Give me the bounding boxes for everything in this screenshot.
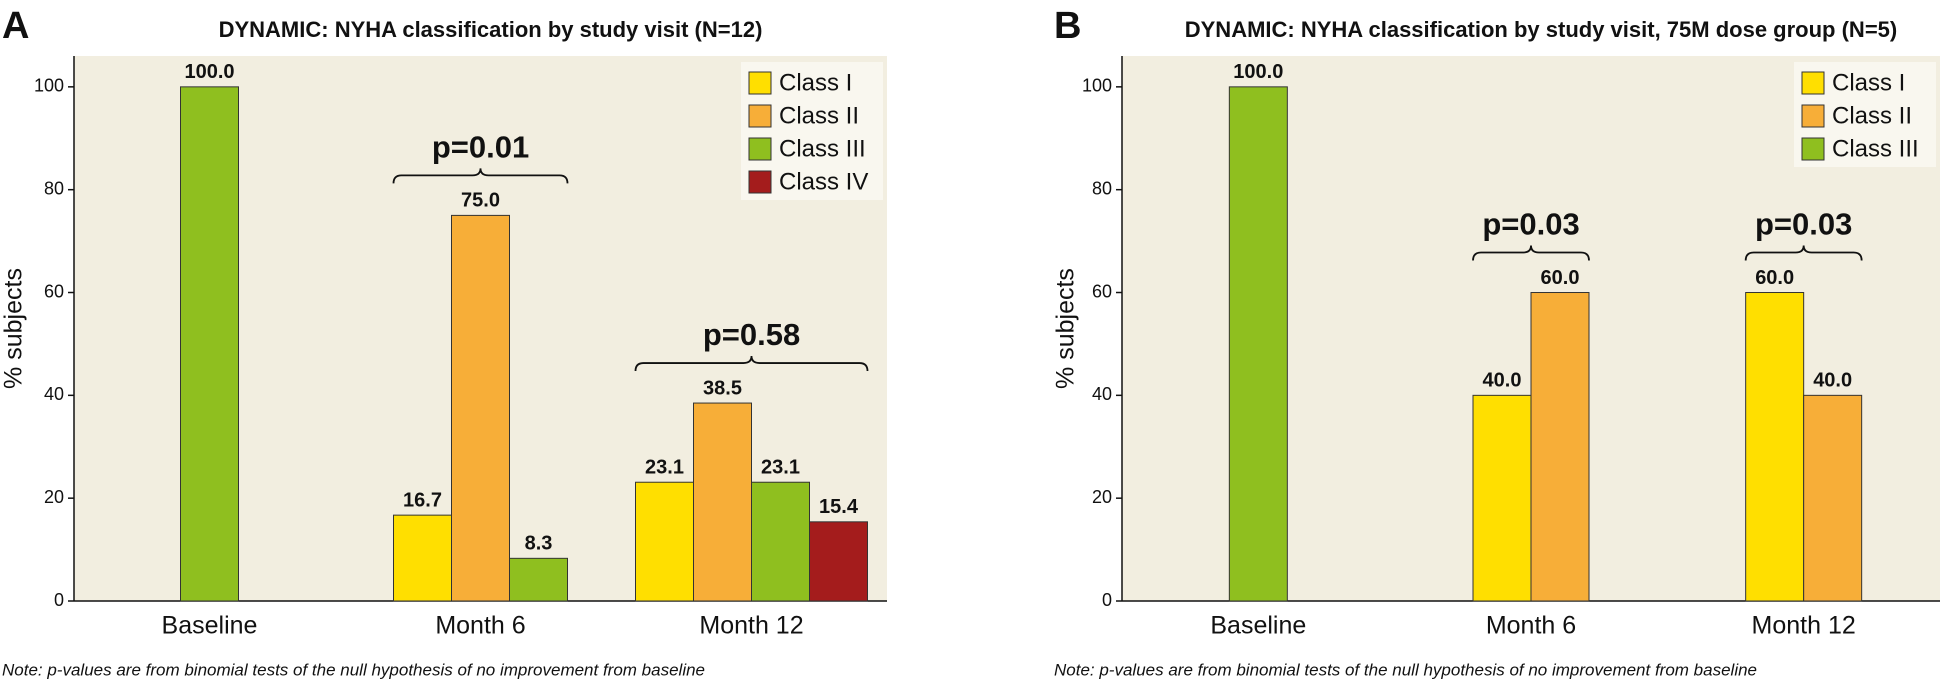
note: Note: p-values are from binomial tests o… — [2, 660, 705, 679]
value-label: 23.1 — [645, 457, 684, 479]
legend-swatch — [1801, 104, 1825, 128]
note: Note: p-values are from binomial tests o… — [1054, 660, 1757, 679]
y-tick-label: 40 — [44, 384, 64, 404]
bar — [451, 214, 510, 602]
annotation: p=0.58 — [703, 317, 800, 352]
value-label: 16.7 — [403, 489, 442, 511]
value-label: 100.0 — [1233, 61, 1283, 83]
y-axis-label: % subjects — [1052, 268, 1080, 389]
bar — [1472, 394, 1532, 602]
y-tick-label: 20 — [1092, 487, 1112, 507]
y-tick-label: 100 — [1082, 76, 1112, 96]
x-tick-label: Baseline — [162, 612, 258, 640]
legend-swatch — [748, 137, 772, 161]
value-label: 15.4 — [819, 496, 859, 518]
y-tick-label: 0 — [1102, 590, 1112, 610]
bar — [751, 481, 810, 602]
value-label: 23.1 — [761, 457, 800, 479]
annotation: p=0.03 — [1755, 207, 1852, 242]
legend-swatch — [748, 71, 772, 95]
y-tick-label: 80 — [44, 178, 64, 198]
legend-swatch — [748, 104, 772, 128]
legend-swatch — [748, 170, 772, 194]
value-label: 100.0 — [184, 61, 234, 83]
legend-label: Class II — [1832, 102, 1912, 129]
value-label: 60.0 — [1755, 267, 1794, 289]
bracket — [634, 355, 869, 372]
bar — [1803, 394, 1863, 602]
value-label: 40.0 — [1813, 370, 1852, 392]
bar — [1530, 292, 1590, 602]
annotation: p=0.03 — [1482, 207, 1579, 242]
annotation: p=0.01 — [432, 130, 529, 165]
value-label: 75.0 — [461, 190, 500, 212]
chart-title: DYNAMIC: NYHA classification by study vi… — [1185, 17, 1897, 42]
y-tick-label: 80 — [1092, 178, 1112, 198]
bar — [809, 521, 868, 602]
legend-label: Class I — [779, 69, 852, 96]
bar — [1228, 86, 1288, 602]
bar — [635, 481, 694, 602]
legend-label: Class III — [1832, 135, 1919, 162]
legend-label: Class II — [779, 102, 859, 129]
legend-label: Class IV — [779, 168, 868, 195]
legend-label: Class I — [1832, 69, 1905, 96]
chart-title: DYNAMIC: NYHA classification by study vi… — [219, 17, 763, 42]
value-label: 60.0 — [1541, 267, 1580, 289]
bar — [180, 86, 239, 602]
x-tick-label: Month 6 — [435, 612, 525, 640]
legend-swatch — [1801, 71, 1825, 95]
bar — [1745, 292, 1805, 602]
bracket — [392, 168, 569, 184]
value-label: 40.0 — [1483, 370, 1522, 392]
legend-label: Class III — [779, 135, 866, 162]
y-axis-label: % subjects — [0, 268, 28, 389]
y-tick-label: 60 — [44, 281, 64, 301]
bar — [693, 402, 752, 602]
x-tick-label: Baseline — [1210, 612, 1306, 640]
bar — [393, 514, 452, 602]
panel-label: A — [2, 5, 29, 47]
value-label: 38.5 — [703, 377, 742, 399]
value-label: 8.3 — [525, 533, 553, 555]
y-tick-label: 20 — [44, 487, 64, 507]
x-tick-label: Month 12 — [1752, 612, 1856, 640]
y-tick-label: 40 — [1092, 384, 1112, 404]
bar — [509, 557, 568, 602]
panel-label: B — [1054, 5, 1081, 47]
legend-swatch — [1801, 137, 1825, 161]
y-tick-label: 0 — [54, 590, 64, 610]
y-tick-label: 100 — [34, 76, 64, 96]
x-tick-label: Month 12 — [699, 612, 803, 640]
y-tick-label: 60 — [1092, 281, 1112, 301]
x-tick-label: Month 6 — [1486, 612, 1576, 640]
